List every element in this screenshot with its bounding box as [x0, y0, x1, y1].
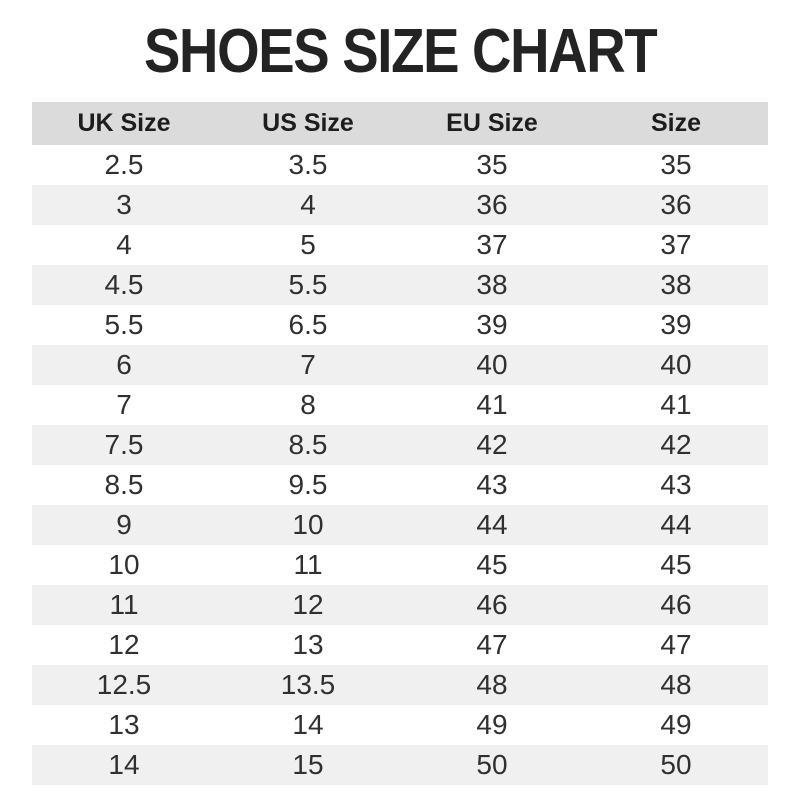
cell-uk-size: 6 — [32, 345, 216, 385]
table-row: 12.5 13.5 48 48 — [32, 665, 768, 705]
cell-eu-size: 45 — [400, 545, 584, 585]
cell-us-size: 15 — [216, 745, 400, 785]
cell-eu-size: 36 — [400, 185, 584, 225]
cell-size: 49 — [584, 705, 768, 745]
cell-eu-size: 43 — [400, 465, 584, 505]
table-row: 10 11 45 45 — [32, 545, 768, 585]
table-row: 12 13 47 47 — [32, 625, 768, 665]
cell-size: 36 — [584, 185, 768, 225]
cell-size: 50 — [584, 745, 768, 785]
cell-us-size: 5 — [216, 225, 400, 265]
cell-eu-size: 49 — [400, 705, 584, 745]
cell-us-size: 13.5 — [216, 665, 400, 705]
cell-eu-size: 35 — [400, 145, 584, 185]
cell-uk-size: 7 — [32, 385, 216, 425]
cell-uk-size: 2.5 — [32, 145, 216, 185]
cell-us-size: 8.5 — [216, 425, 400, 465]
cell-size: 39 — [584, 305, 768, 345]
column-header-size: Size — [584, 102, 768, 145]
table-row: 8.5 9.5 43 43 — [32, 465, 768, 505]
cell-eu-size: 50 — [400, 745, 584, 785]
cell-size: 40 — [584, 345, 768, 385]
table-row: 11 12 46 46 — [32, 585, 768, 625]
cell-eu-size: 41 — [400, 385, 584, 425]
cell-uk-size: 13 — [32, 705, 216, 745]
table-row: 7.5 8.5 42 42 — [32, 425, 768, 465]
table-row: 4.5 5.5 38 38 — [32, 265, 768, 305]
cell-us-size: 11 — [216, 545, 400, 585]
cell-eu-size: 40 — [400, 345, 584, 385]
table-body: 2.5 3.5 35 35 3 4 36 36 4 5 37 37 4.5 5.… — [32, 145, 768, 785]
cell-us-size: 3.5 — [216, 145, 400, 185]
cell-uk-size: 8.5 — [32, 465, 216, 505]
cell-uk-size: 12 — [32, 625, 216, 665]
table-row: 7 8 41 41 — [32, 385, 768, 425]
cell-size: 35 — [584, 145, 768, 185]
table-row: 13 14 49 49 — [32, 705, 768, 745]
table-row: 9 10 44 44 — [32, 505, 768, 545]
cell-size: 41 — [584, 385, 768, 425]
cell-us-size: 9.5 — [216, 465, 400, 505]
column-header-eu-size: EU Size — [400, 102, 584, 145]
cell-size: 37 — [584, 225, 768, 265]
cell-uk-size: 3 — [32, 185, 216, 225]
table-row: 2.5 3.5 35 35 — [32, 145, 768, 185]
table-row: 5.5 6.5 39 39 — [32, 305, 768, 345]
cell-uk-size: 10 — [32, 545, 216, 585]
column-header-us-size: US Size — [216, 102, 400, 145]
cell-eu-size: 44 — [400, 505, 584, 545]
cell-uk-size: 4.5 — [32, 265, 216, 305]
page-title-wrap: SHOES SIZE CHART — [0, 0, 800, 85]
cell-eu-size: 37 — [400, 225, 584, 265]
cell-size: 44 — [584, 505, 768, 545]
cell-us-size: 8 — [216, 385, 400, 425]
table-header-row: UK Size US Size EU Size Size — [32, 102, 768, 145]
cell-us-size: 7 — [216, 345, 400, 385]
cell-size: 48 — [584, 665, 768, 705]
cell-us-size: 4 — [216, 185, 400, 225]
cell-eu-size: 47 — [400, 625, 584, 665]
cell-size: 43 — [584, 465, 768, 505]
cell-size: 47 — [584, 625, 768, 665]
cell-us-size: 14 — [216, 705, 400, 745]
cell-us-size: 12 — [216, 585, 400, 625]
cell-eu-size: 42 — [400, 425, 584, 465]
cell-size: 46 — [584, 585, 768, 625]
cell-eu-size: 39 — [400, 305, 584, 345]
cell-uk-size: 7.5 — [32, 425, 216, 465]
table-row: 3 4 36 36 — [32, 185, 768, 225]
table-row: 14 15 50 50 — [32, 745, 768, 785]
cell-uk-size: 9 — [32, 505, 216, 545]
page-title: SHOES SIZE CHART — [143, 17, 658, 86]
size-chart-table: UK Size US Size EU Size Size 2.5 3.5 35 … — [32, 102, 768, 785]
cell-eu-size: 46 — [400, 585, 584, 625]
cell-eu-size: 38 — [400, 265, 584, 305]
table-head: UK Size US Size EU Size Size — [32, 102, 768, 145]
cell-uk-size: 5.5 — [32, 305, 216, 345]
cell-size: 38 — [584, 265, 768, 305]
cell-us-size: 10 — [216, 505, 400, 545]
table-row: 6 7 40 40 — [32, 345, 768, 385]
table-row: 4 5 37 37 — [32, 225, 768, 265]
cell-us-size: 13 — [216, 625, 400, 665]
cell-us-size: 6.5 — [216, 305, 400, 345]
cell-size: 42 — [584, 425, 768, 465]
cell-eu-size: 48 — [400, 665, 584, 705]
cell-uk-size: 4 — [32, 225, 216, 265]
cell-us-size: 5.5 — [216, 265, 400, 305]
cell-size: 45 — [584, 545, 768, 585]
cell-uk-size: 12.5 — [32, 665, 216, 705]
column-header-uk-size: UK Size — [32, 102, 216, 145]
cell-uk-size: 14 — [32, 745, 216, 785]
cell-uk-size: 11 — [32, 585, 216, 625]
